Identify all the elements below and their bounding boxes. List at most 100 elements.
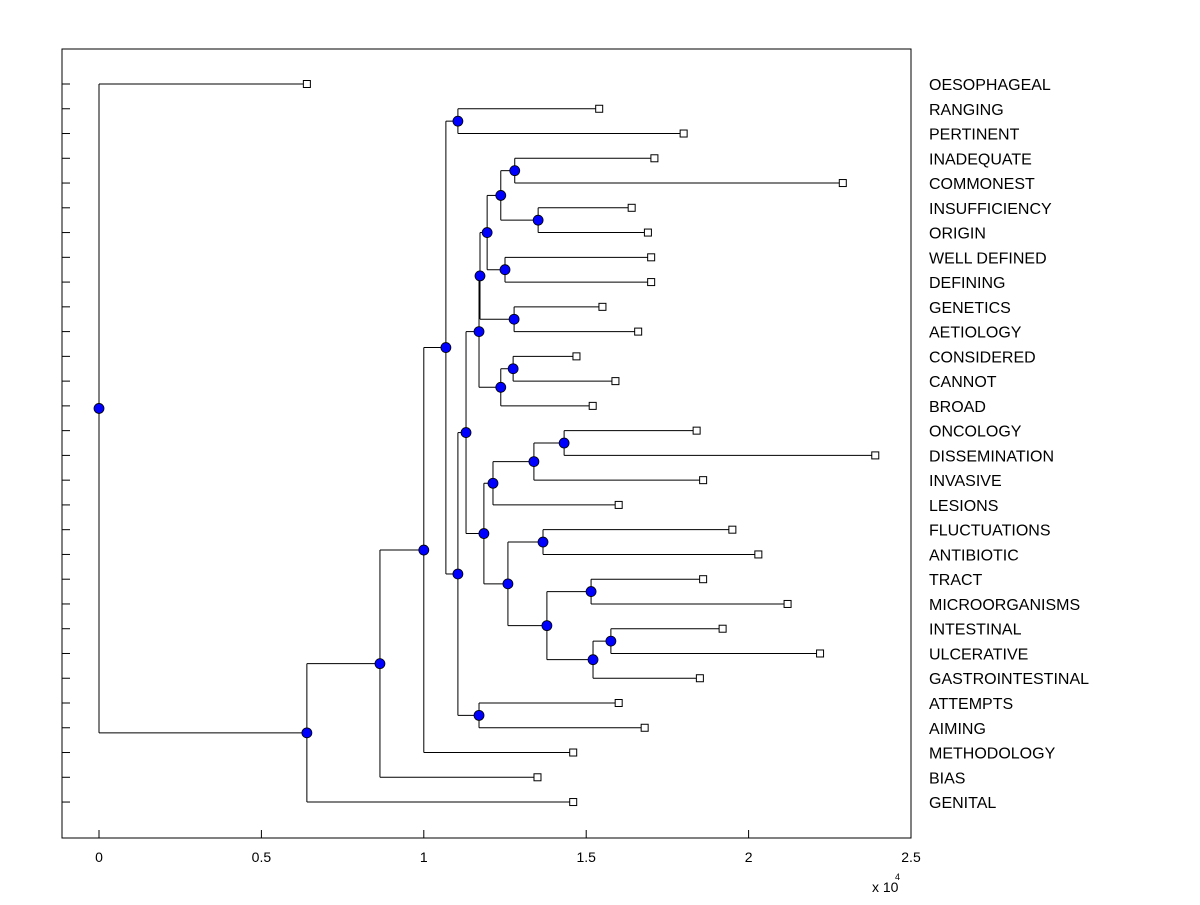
leaf-marker: [595, 104, 604, 113]
cluster-node: [499, 264, 511, 276]
leaf-label: BROAD: [929, 399, 986, 416]
cluster-node: [473, 709, 485, 721]
leaf-marker: [718, 624, 727, 633]
leaf-label: DEFINING: [929, 275, 1005, 292]
x-tick-label: 0.5: [252, 849, 272, 865]
x-tick-label: 0: [95, 849, 103, 865]
leaf-marker: [679, 129, 688, 138]
leaf-label: GASTROINTESTINAL: [929, 671, 1089, 688]
cluster-node: [508, 313, 520, 325]
leaf-marker: [588, 401, 597, 410]
leaf-label: MICROORGANISMS: [929, 597, 1080, 614]
cluster-node: [487, 477, 499, 489]
leaf-label: GENITAL: [929, 795, 996, 812]
nodes: [93, 80, 880, 807]
plot-area: [61, 48, 912, 839]
leaf-marker: [647, 278, 656, 287]
leaf-marker: [640, 723, 649, 732]
cluster-node: [507, 363, 519, 375]
leaf-label: DISSEMINATION: [929, 448, 1054, 465]
leaf-label: ANTIBIOTIC: [929, 547, 1019, 564]
leaf-marker: [302, 80, 311, 88]
cluster-node: [537, 536, 549, 548]
x-tick-label: 2: [745, 849, 753, 865]
x-tick-label: 1: [420, 849, 428, 865]
cluster-node: [585, 586, 597, 597]
cluster-node: [605, 635, 617, 647]
leaf-label: INVASIVE: [929, 473, 1002, 490]
cluster-node: [93, 403, 105, 414]
cluster-node: [374, 658, 386, 670]
leaf-marker: [627, 203, 636, 212]
leaf-marker: [754, 550, 763, 559]
cluster-node: [481, 227, 493, 238]
cluster-node: [440, 342, 452, 353]
leaf-label: TRACT: [929, 572, 983, 589]
leaf-label: INSUFFICIENCY: [929, 201, 1052, 218]
leaf-label: ONCOLOGY: [929, 424, 1022, 441]
leaf-label: COMMONEST: [929, 176, 1035, 193]
leaf-marker: [569, 748, 578, 757]
leaf-marker: [816, 649, 825, 658]
x-tick-label: 2.5: [901, 849, 921, 865]
cluster-node: [460, 427, 472, 438]
cluster-node: [418, 544, 430, 556]
cluster-node: [541, 620, 553, 632]
leaf-marker: [634, 327, 643, 336]
leaf-label: ATTEMPTS: [929, 696, 1013, 713]
cluster-node: [532, 214, 544, 226]
cluster-node: [478, 528, 490, 539]
leaf-label: AETIOLOGY: [929, 325, 1022, 342]
leaf-marker: [647, 253, 656, 262]
leaf-label: ULCERATIVE: [929, 646, 1028, 663]
leaf-marker: [598, 302, 607, 311]
cluster-node: [528, 456, 540, 467]
leaf-marker: [572, 352, 581, 361]
leaf-marker: [871, 451, 880, 460]
leaf-marker: [614, 699, 623, 707]
leaf-marker: [699, 575, 708, 584]
x-multiplier-exponent: 4: [895, 872, 900, 882]
cluster-node: [495, 381, 507, 393]
leaf-marker: [611, 377, 620, 386]
leaf-label: INADEQUATE: [929, 151, 1032, 168]
x-multiplier-text: x 10: [872, 879, 899, 895]
leaf-label: CANNOT: [929, 374, 997, 391]
cluster-node: [495, 190, 507, 201]
leaf-label: METHODOLOGY: [929, 746, 1056, 763]
cluster-node: [502, 578, 514, 590]
leaf-label: LESIONS: [929, 498, 998, 515]
cluster-node: [474, 270, 486, 282]
leaf-label: CONSIDERED: [929, 349, 1036, 366]
leaf-label: BIAS: [929, 770, 965, 787]
leaf-marker: [695, 674, 704, 683]
cluster-node: [301, 727, 313, 739]
leaf-label: AIMING: [929, 721, 986, 738]
cluster-node: [452, 115, 464, 127]
leaf-marker: [614, 500, 623, 509]
leaf-label: PERTINENT: [929, 127, 1020, 144]
leaf-label: ORIGIN: [929, 226, 986, 243]
leaf-label: FLUCTUATIONS: [929, 523, 1050, 540]
x-tick-label: 1.5: [576, 849, 596, 865]
leaf-marker: [783, 599, 792, 608]
leaf-label: RANGING: [929, 102, 1004, 119]
x-axis-multiplier: x 10 4: [872, 872, 900, 895]
cluster-node: [587, 654, 599, 666]
leaf-marker: [533, 773, 542, 782]
cluster-node: [558, 437, 570, 449]
leaf-label: WELL DEFINED: [929, 250, 1047, 267]
cluster-node: [473, 326, 485, 338]
leaf-marker: [643, 228, 652, 237]
cluster-node: [509, 165, 521, 177]
leaf-marker: [699, 476, 708, 485]
cluster-node: [452, 568, 464, 580]
leaf-marker: [650, 154, 659, 163]
leaf-labels: OESOPHAGEAL RANGING PERTINENT INADEQUATE COM…: [929, 77, 1089, 812]
axis-ticks: 0 0.5 1 1.5 2 2.5: [62, 83, 921, 865]
leaf-label: INTESTINAL: [929, 622, 1022, 639]
leaf-marker: [692, 426, 701, 435]
leaf-marker: [838, 179, 847, 188]
leaf-marker: [569, 798, 578, 807]
